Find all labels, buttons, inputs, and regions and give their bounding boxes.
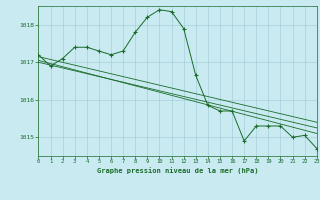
X-axis label: Graphe pression niveau de la mer (hPa): Graphe pression niveau de la mer (hPa): [97, 167, 258, 174]
